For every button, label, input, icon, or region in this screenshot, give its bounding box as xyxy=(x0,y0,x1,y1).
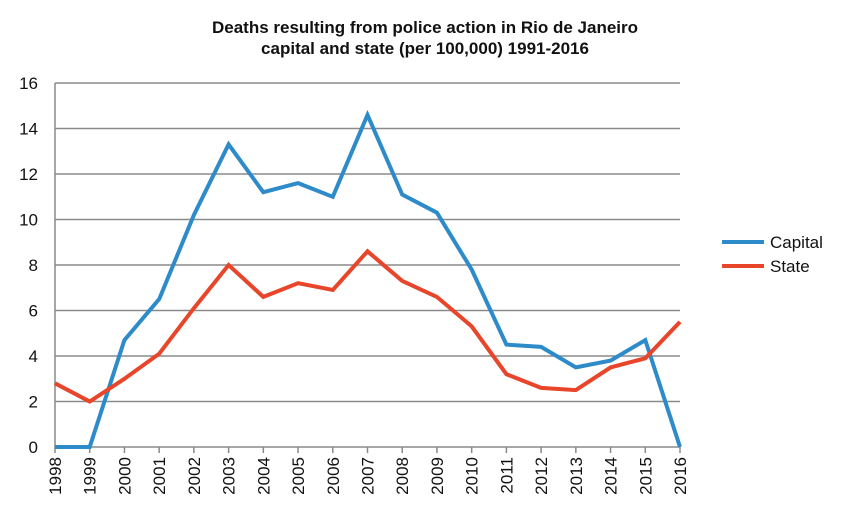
y-tick-label: 0 xyxy=(29,438,38,457)
y-tick-label: 4 xyxy=(29,347,38,366)
x-tick-label: 2012 xyxy=(532,457,551,495)
x-tick-label: 2011 xyxy=(497,457,516,494)
x-tick-label: 2007 xyxy=(359,457,378,495)
x-tick-label: 1999 xyxy=(81,457,100,495)
x-tick-label: 2014 xyxy=(602,457,621,495)
x-tick-label: 1998 xyxy=(46,457,65,495)
x-tick-label: 2006 xyxy=(324,457,343,495)
y-axis-ticks: 0 2 4 6 8 10 12 14 16 xyxy=(19,74,38,457)
chart-subtitle: capital and state (per 100,000) 1991-201… xyxy=(261,39,589,58)
y-tick-label: 2 xyxy=(29,393,38,412)
chart-title: Deaths resulting from police action in R… xyxy=(212,18,638,37)
x-tick-label: 2009 xyxy=(428,457,447,495)
x-tick-label: 2003 xyxy=(220,457,239,495)
x-tick-label: 2010 xyxy=(463,457,482,495)
gridlines xyxy=(54,82,680,448)
y-tick-label: 12 xyxy=(19,165,38,184)
x-tick-label: 2015 xyxy=(636,457,655,495)
series-lines xyxy=(54,109,682,449)
x-tick-label: 2001 xyxy=(150,457,169,495)
legend-label-capital: Capital xyxy=(770,233,823,252)
x-tick-label: 2008 xyxy=(393,457,412,495)
y-tick-label: 16 xyxy=(19,74,38,93)
x-tick-label: 2013 xyxy=(567,457,586,495)
y-tick-label: 14 xyxy=(19,120,38,139)
y-tick-label: 6 xyxy=(29,302,38,321)
x-tick-label: 2016 xyxy=(671,457,690,495)
x-tick-label: 2005 xyxy=(289,457,308,495)
x-tick-label: 2004 xyxy=(254,457,273,495)
legend-label-state: State xyxy=(770,257,810,276)
x-tick-label: 2002 xyxy=(185,457,204,495)
y-tick-label: 8 xyxy=(29,256,38,275)
x-axis-ticks: 1998 1999 2000 2001 2002 2003 2004 2005 2006 2007… xyxy=(46,447,690,495)
y-tick-label: 10 xyxy=(19,211,38,230)
series-line-capital xyxy=(55,109,682,449)
legend: Capital State xyxy=(722,233,823,276)
series-line-state xyxy=(54,248,682,404)
x-tick-label: 2000 xyxy=(115,457,134,495)
